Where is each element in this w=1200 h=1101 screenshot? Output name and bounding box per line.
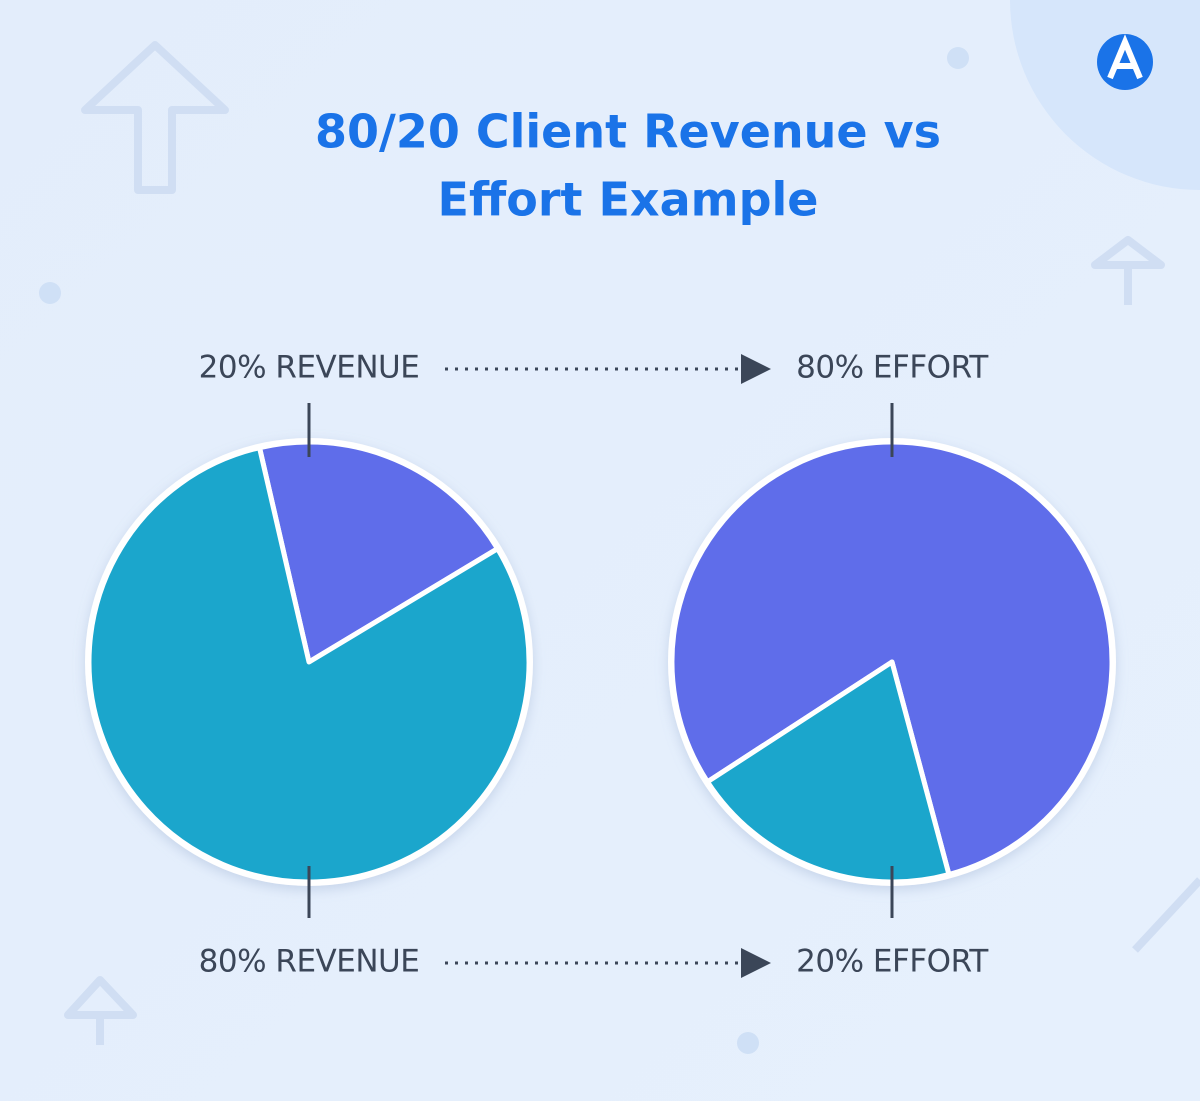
slice-label: 20% EFFORT <box>796 944 989 980</box>
decorations <box>64 41 1200 1045</box>
title-line: Effort Example <box>438 173 819 227</box>
pie-slice <box>704 659 952 885</box>
pie-slice <box>669 439 1115 878</box>
pie-slice <box>257 439 501 665</box>
slice-label: 20% REVENUE <box>199 350 420 386</box>
slice-label: 80% REVENUE <box>199 944 420 980</box>
dot <box>737 1032 759 1054</box>
dot <box>947 47 969 69</box>
pie-slice <box>86 445 532 885</box>
dot <box>39 282 61 304</box>
slice-label: 80% EFFORT <box>796 350 989 386</box>
corner-decoration <box>1010 0 1200 190</box>
logo <box>1097 34 1153 90</box>
title-line: 80/20 Client Revenue vs <box>315 105 941 159</box>
